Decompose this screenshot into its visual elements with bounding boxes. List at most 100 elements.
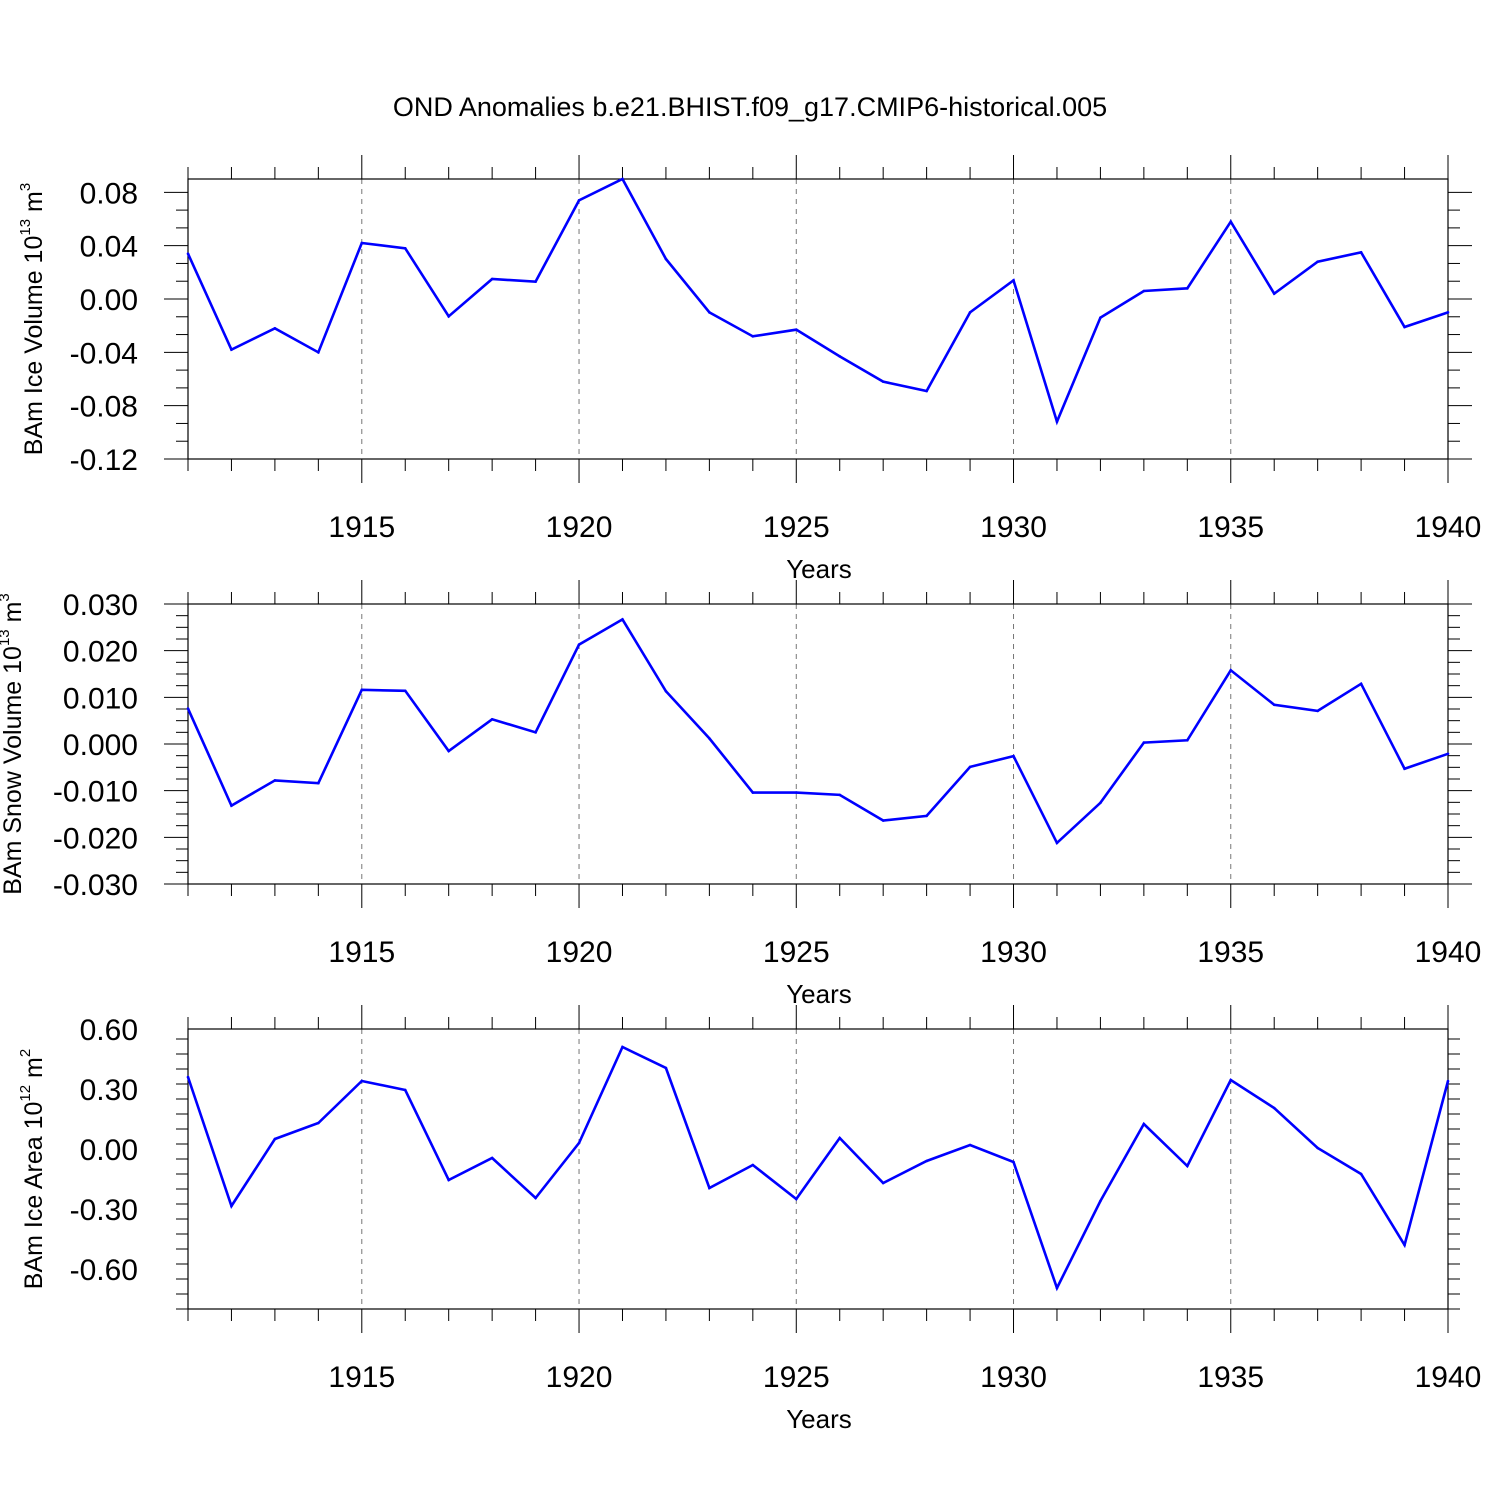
data-point-1913 [273, 327, 277, 330]
x-tick-label: 1920 [546, 1361, 613, 1394]
data-point-1918 [490, 717, 494, 721]
y-axis-title: BAm Snow Volume 1013 m3 [0, 593, 27, 895]
x-tick-label: 1930 [980, 936, 1047, 969]
data-point-1919 [534, 280, 537, 283]
y-tick-label: -0.30 [70, 1194, 138, 1227]
x-tick-label: 1920 [546, 511, 613, 544]
data-point-1911 [186, 1075, 190, 1079]
data-point-1917 [447, 1178, 450, 1182]
data-point-1937 [1316, 1146, 1319, 1150]
data-point-1919 [534, 731, 537, 734]
data-point-1916 [403, 689, 407, 693]
plot-frame [187, 178, 1449, 460]
data-point-1935 [1229, 1078, 1233, 1082]
data-point-1925 [794, 328, 798, 331]
data-point-1921 [621, 177, 624, 181]
y-axis-title-text: BAm Ice Volume 10 [20, 236, 48, 456]
chart-title: OND Anomalies b.e21.BHIST.f09_g17.CMIP6-… [393, 92, 1107, 122]
data-point-1920 [577, 199, 581, 202]
data-point-1934 [1186, 738, 1189, 742]
data-point-1929 [968, 1143, 972, 1147]
data-point-1920 [577, 1141, 581, 1145]
x-axis-title: Years [786, 554, 852, 584]
data-point-1912 [230, 1204, 233, 1208]
x-tick-label: 1940 [1415, 511, 1482, 544]
data-point-1929 [968, 311, 972, 314]
data-point-1915 [360, 1079, 364, 1083]
data-point-1916 [403, 247, 407, 250]
data-point-1939 [1403, 767, 1406, 771]
data-point-1925 [794, 791, 798, 794]
panels: 0.08 0.04 0.00 -0.04 -0.08 -0.12 1915 1920 1925 1… [0, 155, 1481, 1434]
y-tick-label: 0.08 [80, 177, 138, 210]
data-point-1939 [1403, 1243, 1406, 1247]
data-point-1922 [664, 1066, 668, 1070]
data-point-1927 [881, 1181, 885, 1185]
data-point-1930 [1012, 1160, 1015, 1164]
data-point-1927 [881, 819, 885, 822]
x-tick-label: 1925 [763, 936, 830, 969]
data-point-1939 [1403, 325, 1406, 329]
panel-1: 0.08 0.04 0.00 -0.04 -0.08 -0.12 1915 1920 1925 1… [17, 155, 1481, 584]
y-tick-label: -0.04 [70, 337, 138, 370]
data-point-1917 [447, 315, 450, 318]
data-point-1936 [1272, 703, 1276, 707]
y-tick-label: 0.04 [80, 231, 138, 264]
x-tick-label: 1940 [1415, 1361, 1482, 1394]
data-point-1924 [751, 1163, 755, 1167]
y-axis-title-unit: m [20, 191, 48, 219]
data-point-1922 [664, 689, 668, 693]
y-axis-title-exponent: 13 [0, 629, 13, 646]
data-point-1928 [925, 389, 928, 393]
data-point-1938 [1359, 1172, 1363, 1176]
y-axis-title-unit: m [0, 602, 27, 630]
data-point-1919 [534, 1196, 537, 1200]
data-point-1913 [273, 1137, 277, 1141]
x-tick-label: 1915 [328, 1361, 395, 1394]
series-line [186, 1045, 1450, 1292]
data-point-1931 [1055, 1286, 1059, 1290]
data-point-1937 [1316, 709, 1319, 713]
data-point-1932 [1099, 1199, 1102, 1203]
data-point-1931 [1055, 841, 1059, 845]
data-point-1937 [1316, 260, 1319, 263]
x-tick-label: 1940 [1415, 936, 1482, 969]
data-point-1933 [1142, 289, 1146, 293]
data-point-1916 [403, 1088, 407, 1092]
y-tick-label: 0.30 [80, 1074, 138, 1107]
x-axis-title: Years [786, 979, 852, 1009]
y-tick-label: -0.010 [53, 776, 138, 809]
data-point-1933 [1142, 741, 1146, 744]
plot-frame [187, 603, 1449, 885]
data-point-1918 [490, 277, 494, 281]
data-point-1938 [1359, 682, 1363, 686]
data-point-1930 [1012, 754, 1015, 758]
x-axis-title: Years [786, 1404, 852, 1434]
data-point-1929 [968, 765, 972, 769]
y-axis-title-unit-exponent: 3 [17, 183, 34, 191]
data-point-1918 [490, 1156, 494, 1160]
x-tick-label: 1930 [980, 1361, 1047, 1394]
data-point-1926 [838, 793, 842, 797]
data-point-1914 [317, 1121, 320, 1125]
data-point-1934 [1186, 1164, 1189, 1168]
data-point-1932 [1099, 316, 1102, 319]
data-point-1914 [317, 781, 320, 785]
y-axis-title: BAm Ice Area 1012 m2 [17, 1049, 48, 1289]
data-point-1933 [1142, 1122, 1146, 1126]
y-tick-label: 0.030 [63, 589, 138, 622]
x-tick-label: 1925 [763, 1361, 830, 1394]
x-tick-label: 1935 [1197, 1361, 1264, 1394]
data-point-1924 [751, 335, 755, 338]
series-line [186, 177, 1449, 426]
x-tick-label: 1915 [328, 511, 395, 544]
data-point-1917 [447, 749, 450, 753]
data-point-1928 [925, 814, 928, 818]
x-tick-label: 1920 [546, 936, 613, 969]
y-tick-label: -0.08 [70, 391, 138, 424]
y-tick-label: 0.00 [80, 284, 138, 317]
data-point-1923 [708, 1186, 711, 1190]
data-point-1921 [621, 618, 624, 621]
data-point-1936 [1272, 1106, 1276, 1110]
